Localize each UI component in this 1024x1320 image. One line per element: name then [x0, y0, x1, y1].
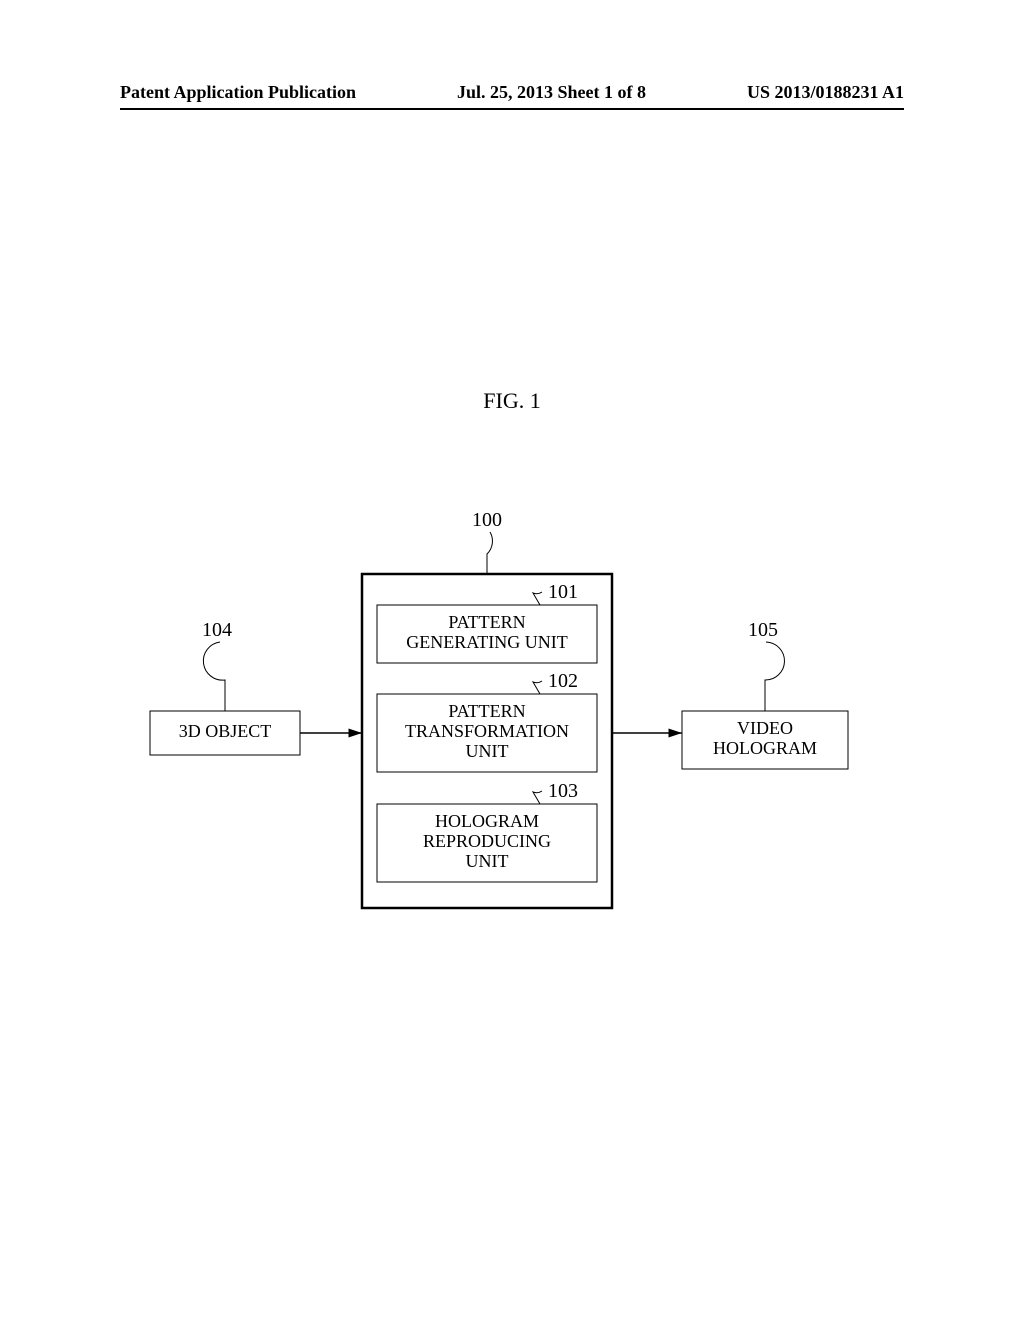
node-unit3-label: REPRODUCING [423, 831, 551, 851]
figure-diagram: 3D OBJECT104100PATTERNGENERATING UNIT101… [0, 0, 1024, 1320]
node-unit3-label: HOLOGRAM [435, 811, 539, 831]
ref-105: 105 [748, 619, 778, 641]
ref-104-leader [203, 642, 225, 711]
ref-105-leader [765, 642, 784, 711]
ref-102: 102 [548, 670, 578, 692]
ref-104: 104 [202, 619, 232, 641]
ref-101: 101 [548, 581, 578, 603]
node-input-label: 3D OBJECT [179, 721, 272, 741]
ref-100-leader [487, 532, 492, 574]
node-unit3-label: UNIT [466, 851, 509, 871]
node-output-label: VIDEO [737, 718, 793, 738]
node-unit2-label: UNIT [466, 741, 509, 761]
node-unit1-label: GENERATING UNIT [406, 632, 567, 652]
node-unit2-label: TRANSFORMATION [405, 721, 569, 741]
node-unit2-label: PATTERN [448, 701, 525, 721]
ref-100: 100 [472, 509, 502, 531]
ref-103: 103 [548, 780, 578, 802]
node-output-label: HOLOGRAM [713, 738, 817, 758]
node-unit1-label: PATTERN [448, 612, 525, 632]
